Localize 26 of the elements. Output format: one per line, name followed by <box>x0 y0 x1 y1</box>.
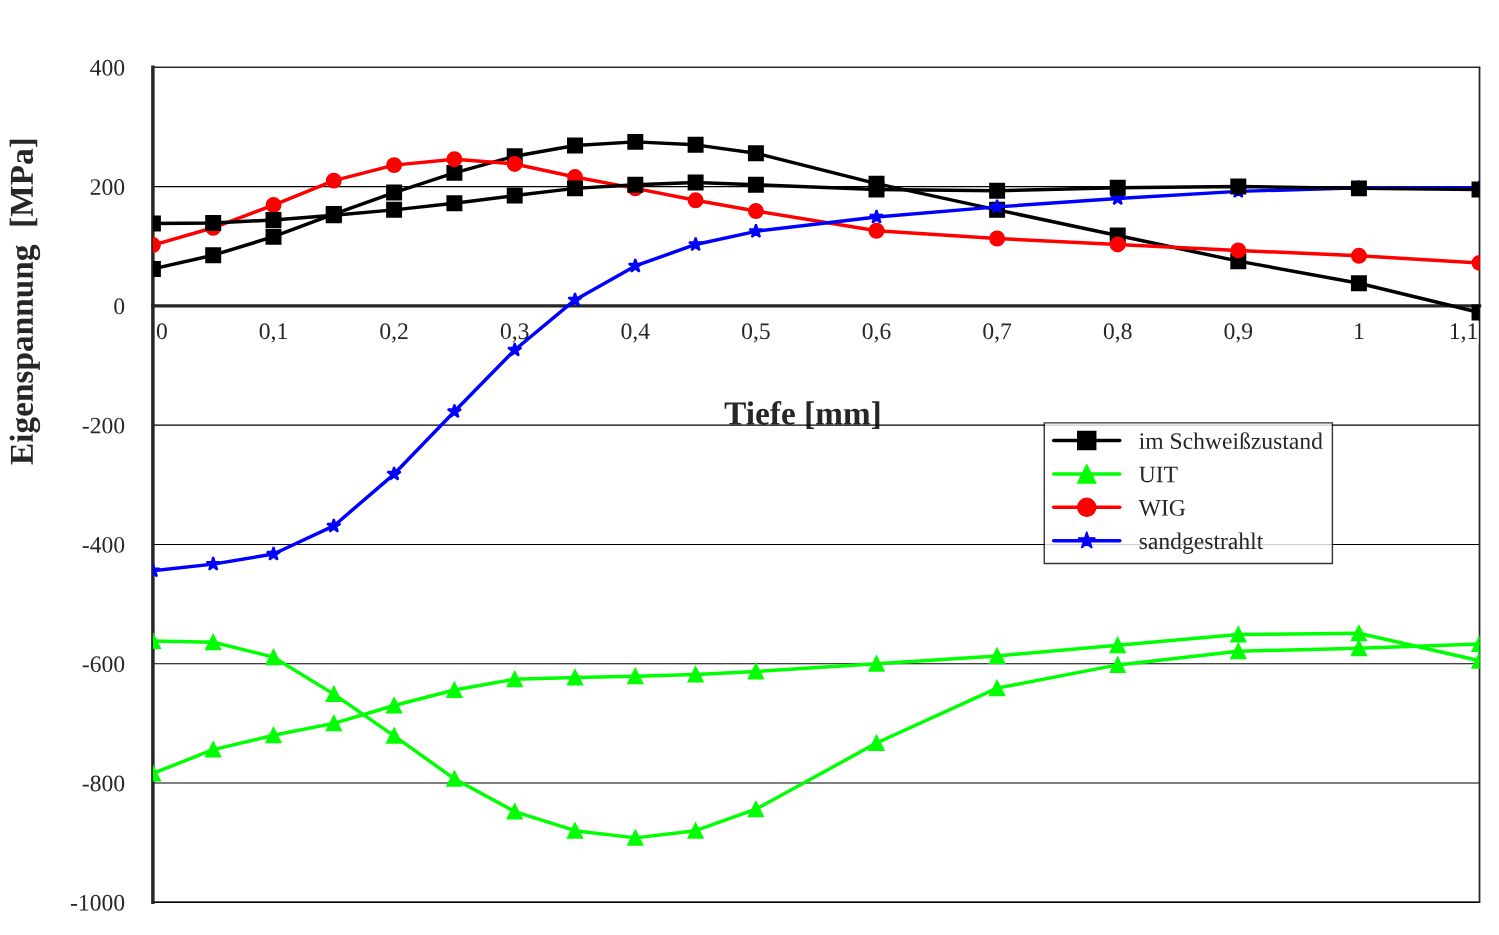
x-tick-label: 0,1 <box>259 323 287 343</box>
y-tick-label: -400 <box>82 536 125 553</box>
y-tick-label: 200 <box>90 179 125 196</box>
x-tick-label: 0,3 <box>500 323 529 343</box>
y-tick-label: -200 <box>82 417 125 434</box>
y-tick-label: 0 <box>114 298 125 315</box>
x-tick-label: 0,9 <box>1224 323 1253 343</box>
x-tick-label: 0,7 <box>983 323 1012 343</box>
legend-label: im Schweißzustand <box>1139 432 1323 450</box>
legend-label: WIG <box>1138 499 1186 516</box>
y-tick-label: 400 <box>90 59 125 76</box>
x-tick-label: 1 <box>1355 323 1364 339</box>
x-tick-label: 0,4 <box>621 323 650 343</box>
y-tick-label: -600 <box>82 656 125 673</box>
legend-label: sandgestrahlt <box>1139 532 1264 554</box>
x-tick-label: 0,8 <box>1103 323 1132 343</box>
y-tick-label: -1000 <box>70 894 125 911</box>
x-tick-label: 0,6 <box>862 323 891 343</box>
x-tick-label: 0 <box>156 323 167 340</box>
legend-label: UIT <box>1139 466 1178 483</box>
x-tick-label: 1,1 <box>1450 323 1477 343</box>
y-tick-label: -800 <box>82 775 125 792</box>
x-tick-label: 0,2 <box>380 323 408 343</box>
x-axis-title: Tiefe [mm] <box>724 400 880 429</box>
y-axis-title: Eigenspannung [MPa] <box>9 139 41 465</box>
x-tick-label: 0,5 <box>742 323 770 343</box>
